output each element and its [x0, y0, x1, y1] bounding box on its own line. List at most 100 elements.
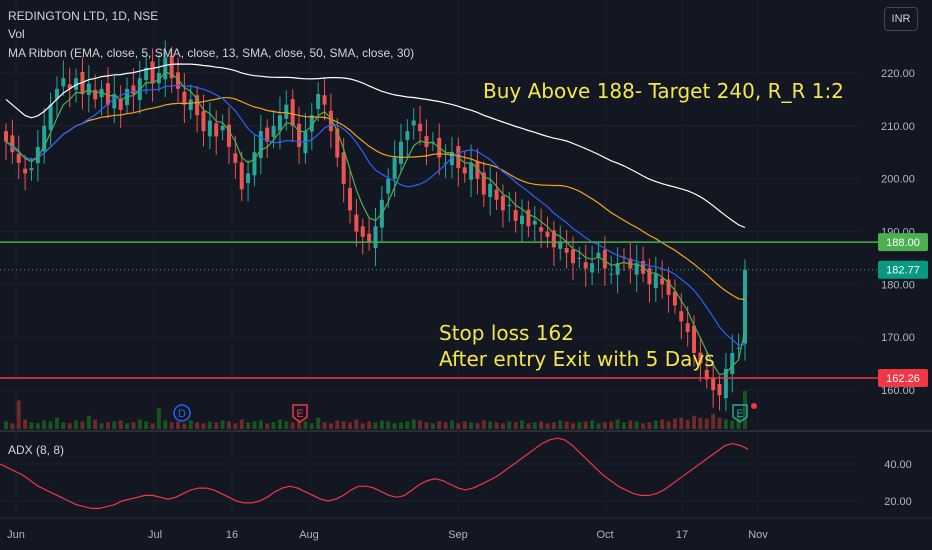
- volume-bar: [437, 421, 442, 429]
- volume-bar: [201, 423, 206, 429]
- candle-body: [418, 123, 423, 132]
- candle-body: [29, 168, 34, 171]
- adx-tick-label: 40.00: [884, 459, 912, 471]
- candle-body: [144, 67, 149, 81]
- volume-bar: [564, 421, 569, 429]
- candle-body: [570, 249, 575, 264]
- volume-bar: [118, 420, 123, 429]
- volume-bar: [373, 422, 378, 429]
- candle-body: [131, 85, 136, 95]
- volume-bar: [558, 420, 563, 429]
- volume-bar: [392, 423, 397, 429]
- currency-button[interactable]: INR: [884, 7, 918, 31]
- volume-bar: [309, 423, 314, 429]
- candle-body: [704, 369, 709, 380]
- candle-body: [341, 152, 346, 184]
- volume-bar: [99, 423, 104, 429]
- time-tick-label: Nov: [748, 529, 768, 541]
- volume-bar: [163, 420, 168, 429]
- candle-body: [188, 99, 193, 110]
- volume-bar: [743, 391, 747, 429]
- candle-body: [328, 110, 333, 132]
- adx-legend[interactable]: ADX (8, 8): [8, 443, 65, 457]
- volume-bar: [507, 421, 512, 429]
- volume-bar: [717, 417, 722, 429]
- candle-body: [348, 188, 353, 211]
- volume-bar: [577, 422, 582, 429]
- volume-bar: [80, 421, 85, 429]
- volume-bar: [188, 420, 193, 429]
- candle-body: [201, 111, 206, 132]
- candle-body: [532, 220, 537, 225]
- volume-legend[interactable]: Vol: [8, 27, 25, 41]
- candle-body: [271, 125, 276, 137]
- candle-body: [551, 230, 556, 248]
- volume-bar: [239, 419, 244, 429]
- volume-bar: [23, 419, 28, 429]
- candle-body: [354, 214, 359, 232]
- candle-body: [411, 120, 416, 126]
- ma-ribbon-legend[interactable]: MA Ribbon (EMA, close, 5, SMA, close, 13…: [8, 46, 415, 60]
- adx-line: [0, 437, 749, 509]
- volume-bar: [609, 421, 614, 429]
- volume-bar: [685, 419, 690, 429]
- candle-body: [488, 183, 493, 197]
- volume-bar: [698, 417, 703, 429]
- candle-body: [48, 104, 53, 130]
- volume-bar: [570, 423, 575, 429]
- candle-body: [507, 205, 512, 207]
- volume-bar: [42, 420, 47, 429]
- time-tick-label: Oct: [596, 529, 613, 541]
- volume-bar: [220, 420, 225, 429]
- candle-body: [602, 250, 607, 269]
- candle-body: [647, 268, 652, 285]
- event-marker-letter: D: [178, 408, 186, 420]
- volume-bar: [526, 423, 531, 429]
- volume-bar: [10, 423, 15, 429]
- volume-bar: [226, 421, 231, 429]
- volume-bar: [4, 421, 8, 429]
- earnings-marker-icon: [732, 404, 748, 423]
- candle-body: [367, 233, 372, 243]
- volume-bar: [615, 419, 620, 429]
- candle-body: [61, 78, 66, 87]
- candle-body: [558, 242, 563, 249]
- candle-body: [74, 78, 79, 90]
- volume-bar: [513, 422, 518, 429]
- candle-body: [672, 291, 677, 306]
- event-marker-letter: E: [736, 408, 743, 420]
- candle-body: [99, 88, 104, 98]
- candle-body: [730, 353, 735, 375]
- candle-body: [360, 226, 365, 237]
- volume-bar: [207, 421, 212, 429]
- candle-body: [207, 120, 212, 137]
- adx-tick-label: 20.00: [884, 496, 912, 508]
- volume-bar: [711, 413, 716, 429]
- candle-body: [628, 258, 633, 269]
- candle-body: [596, 252, 601, 258]
- candle-body: [322, 95, 327, 105]
- volume-bar: [214, 422, 219, 429]
- candle-body: [723, 368, 728, 399]
- symbol-title[interactable]: REDINGTON LTD, 1D, NSE: [8, 9, 159, 23]
- volume-bar: [252, 421, 257, 429]
- candle-body: [736, 347, 741, 349]
- time-tick-label: Aug: [299, 529, 319, 541]
- volume-bar: [271, 422, 276, 429]
- candle-body: [609, 273, 614, 275]
- candle-body: [679, 311, 684, 322]
- candle-body: [150, 61, 155, 84]
- candle-body: [35, 146, 40, 164]
- price-tick-label: 160.00: [881, 385, 915, 397]
- volume-bar: [156, 408, 161, 429]
- volume-bar: [341, 421, 346, 429]
- candle-body: [335, 128, 340, 158]
- volume-bar: [348, 422, 353, 429]
- exit-annotation: After entry Exit with 5 Days: [439, 347, 715, 371]
- volume-bar: [284, 421, 289, 429]
- volume-bar: [67, 423, 72, 429]
- candle-body: [386, 178, 391, 194]
- volume-bar: [660, 419, 665, 429]
- volume-bar: [704, 418, 709, 429]
